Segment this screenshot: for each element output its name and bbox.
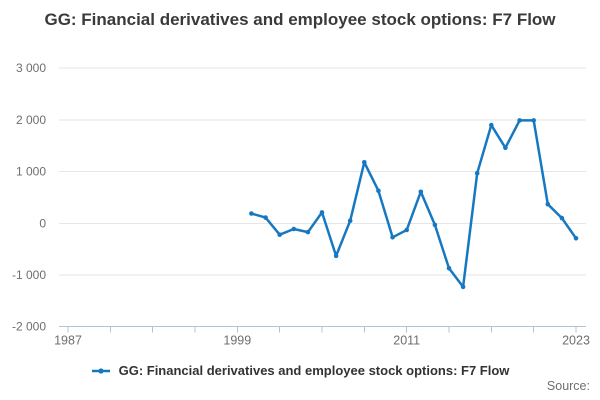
data-point-2012[interactable] (418, 189, 424, 195)
data-point-2004[interactable] (305, 229, 311, 235)
data-point-2007[interactable] (347, 218, 353, 223)
data-point-2020[interactable] (531, 118, 536, 123)
data-point-2016[interactable] (474, 170, 480, 176)
data-point-2019[interactable] (517, 118, 522, 123)
y-axis-tick-label: -2 000 (12, 320, 46, 334)
y-axis-tick-label: 0 (39, 216, 46, 230)
y-axis-tick-label: 1 000 (16, 165, 46, 179)
data-point-2013[interactable] (432, 222, 438, 228)
data-point-2011[interactable] (404, 227, 410, 233)
x-axis-tick-label: 2023 (562, 334, 590, 348)
data-point-2008[interactable] (362, 160, 367, 165)
y-axis-tick-label: 2 000 (16, 113, 46, 127)
y-axis-tick-label: -1 000 (12, 268, 46, 282)
chart-title: GG: Financial derivatives and employee s… (44, 10, 556, 29)
data-point-2018[interactable] (503, 145, 508, 151)
legend-label: GG: Financial derivatives and employee s… (118, 363, 510, 378)
data-point-2000[interactable] (249, 211, 254, 216)
x-axis-tick-label: 1999 (223, 334, 251, 348)
data-point-2006[interactable] (333, 253, 339, 259)
x-axis-tick-label: 1987 (54, 334, 82, 348)
data-point-2023[interactable] (573, 236, 579, 241)
source-note: Source: (546, 379, 590, 393)
legend-line-marker-icon (91, 367, 110, 374)
data-point-2002[interactable] (277, 232, 283, 237)
x-axis-tick-label: 2011 (393, 334, 420, 348)
data-point-2021[interactable] (545, 201, 551, 207)
data-point-2014[interactable] (446, 266, 452, 271)
data-point-2022[interactable] (559, 215, 565, 221)
data-point-2005[interactable] (319, 210, 325, 215)
data-point-2017[interactable] (489, 122, 494, 128)
legend[interactable]: GG: Financial derivatives and employee s… (0, 363, 600, 378)
data-point-2009[interactable] (376, 188, 381, 193)
data-point-2003[interactable] (291, 226, 297, 232)
data-point-2001[interactable] (263, 215, 268, 220)
data-point-2010[interactable] (390, 235, 395, 240)
data-point-2015[interactable] (460, 284, 466, 290)
y-axis-tick-label: 3 000 (16, 61, 46, 75)
series-line (250, 119, 578, 289)
